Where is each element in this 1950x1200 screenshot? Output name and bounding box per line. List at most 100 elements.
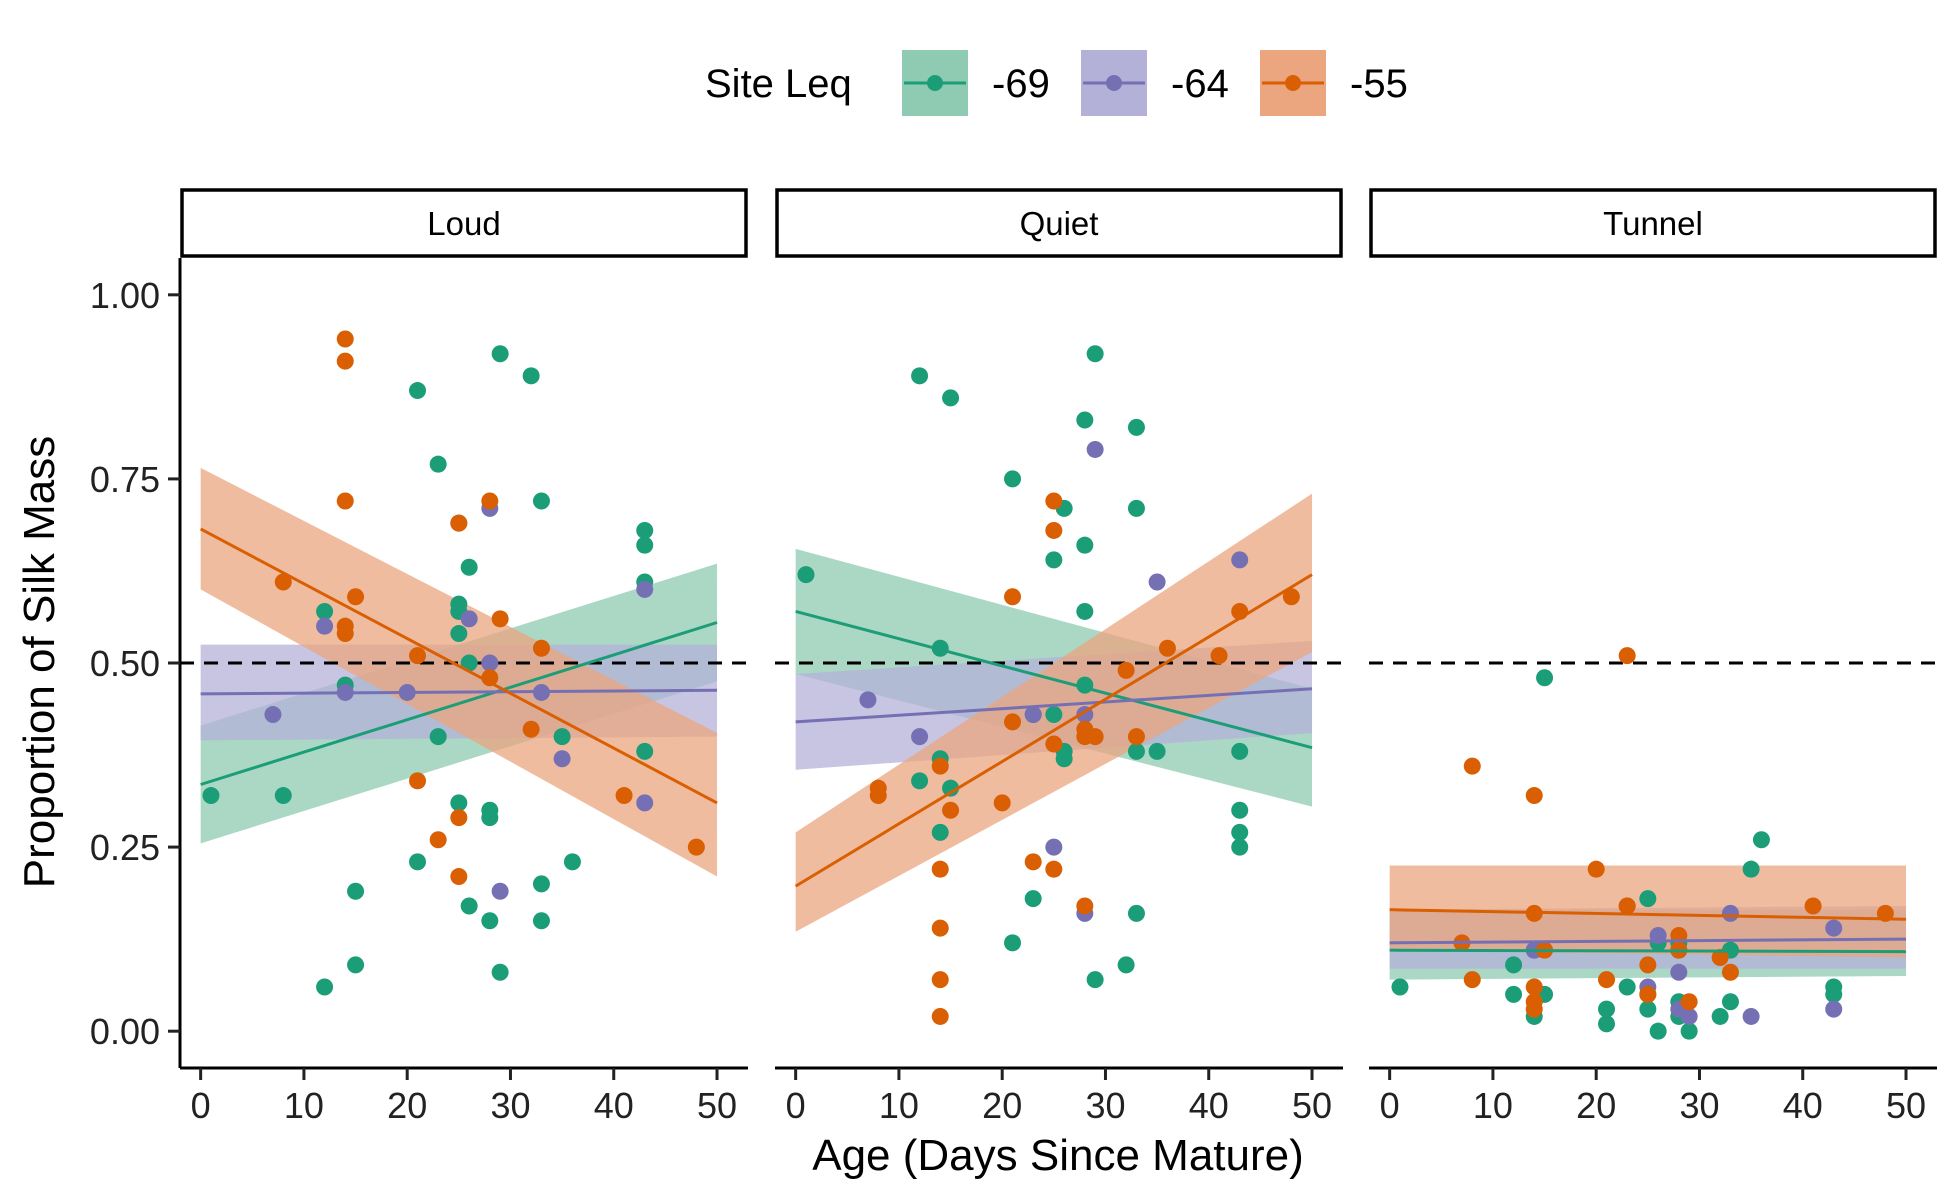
fit-line--55 — [1389, 908, 1907, 921]
data-point — [1505, 956, 1523, 974]
strip-label: Loud — [427, 205, 500, 242]
fit-line--55 — [794, 573, 1313, 888]
data-point — [450, 625, 468, 643]
series--55-points — [1453, 647, 1894, 1018]
data-point — [1076, 897, 1094, 915]
data-point — [1076, 411, 1094, 429]
data-point — [409, 382, 427, 400]
fit-line--64 — [200, 688, 718, 696]
data-point — [1076, 602, 1094, 620]
y-tick-label: 0.00 — [90, 1011, 160, 1052]
data-point — [1117, 661, 1135, 679]
data-point — [450, 514, 468, 532]
y-tick-label: 0.50 — [90, 643, 160, 684]
series--64-points — [859, 440, 1249, 922]
data-point — [1618, 978, 1636, 996]
data-point — [274, 787, 292, 805]
fit-line--64 — [795, 687, 1313, 724]
legend-key-point — [927, 75, 943, 91]
data-point — [1076, 536, 1094, 554]
data-point — [347, 588, 365, 606]
data-point — [1639, 956, 1657, 974]
data-point — [1391, 978, 1409, 996]
data-point — [553, 728, 571, 746]
data-point — [336, 492, 354, 510]
data-point — [336, 330, 354, 348]
data-point — [1004, 934, 1022, 952]
data-point — [1711, 1007, 1729, 1025]
panel-quiet: Quiet 0 10 20 30 40 50 — [775, 188, 1343, 1126]
fit-line--69 — [795, 610, 1313, 750]
data-point — [450, 809, 468, 827]
x-tick-label: 20 — [1576, 1085, 1616, 1126]
data-point — [636, 536, 654, 554]
x-axis: 0 10 20 30 40 50 — [775, 1066, 1343, 1126]
data-point — [409, 647, 427, 665]
data-point — [1463, 757, 1481, 775]
data-point — [429, 728, 447, 746]
data-point — [1045, 551, 1063, 569]
x-tick-label: 10 — [1473, 1085, 1513, 1126]
data-point — [1587, 860, 1605, 878]
data-point — [491, 610, 509, 628]
data-point — [931, 971, 949, 989]
strip-label: Quiet — [1020, 205, 1099, 242]
legend-key-point — [1285, 75, 1301, 91]
data-point — [1525, 787, 1543, 805]
data-point — [1045, 860, 1063, 878]
data-point — [1024, 706, 1042, 724]
data-point — [1231, 838, 1249, 856]
data-point — [1086, 345, 1104, 363]
data-point — [336, 352, 354, 370]
data-point — [1045, 838, 1063, 856]
y-tick-label: 0.75 — [90, 459, 160, 500]
data-point — [460, 558, 478, 576]
data-point — [1127, 728, 1145, 746]
data-point — [859, 691, 877, 709]
data-point — [481, 669, 499, 687]
data-point — [316, 617, 334, 635]
legend-label: -64 — [1171, 62, 1229, 106]
data-point — [1086, 971, 1104, 989]
data-point — [911, 772, 929, 790]
y-axis-title: Proportion of Silk Mass — [15, 436, 64, 888]
data-point — [532, 639, 550, 657]
data-point — [1825, 978, 1843, 996]
x-tick-label: 40 — [594, 1085, 634, 1126]
data-point — [1127, 418, 1145, 436]
data-point — [1127, 742, 1145, 760]
data-point — [274, 573, 292, 591]
data-point — [481, 809, 499, 827]
data-point — [532, 492, 550, 510]
data-point — [1536, 669, 1554, 687]
data-point — [687, 838, 705, 856]
strip-label: Tunnel — [1603, 205, 1703, 242]
data-point — [1024, 853, 1042, 871]
data-point — [615, 787, 633, 805]
x-tick-label: 10 — [879, 1085, 919, 1126]
data-point — [931, 823, 949, 841]
data-point — [202, 787, 220, 805]
data-point — [1148, 742, 1166, 760]
data-point — [1825, 1000, 1843, 1018]
data-point — [336, 617, 354, 635]
data-point — [1210, 647, 1228, 665]
data-point — [942, 801, 960, 819]
data-point — [1055, 750, 1073, 768]
data-point — [931, 919, 949, 937]
data-point — [869, 787, 887, 805]
data-point — [942, 779, 960, 797]
data-point — [532, 912, 550, 930]
data-point — [993, 794, 1011, 812]
x-tick-label: 20 — [387, 1085, 427, 1126]
data-point — [1148, 573, 1166, 591]
data-point — [491, 882, 509, 900]
data-point — [409, 853, 427, 871]
strip-box — [775, 188, 1343, 258]
x-tick-label: 50 — [1886, 1085, 1926, 1126]
data-point — [1158, 639, 1176, 657]
data-point — [522, 367, 540, 385]
x-axis: 0 10 20 30 40 50 — [1369, 1066, 1937, 1126]
fit-line--69 — [1389, 948, 1907, 954]
series--69-points — [202, 345, 654, 996]
